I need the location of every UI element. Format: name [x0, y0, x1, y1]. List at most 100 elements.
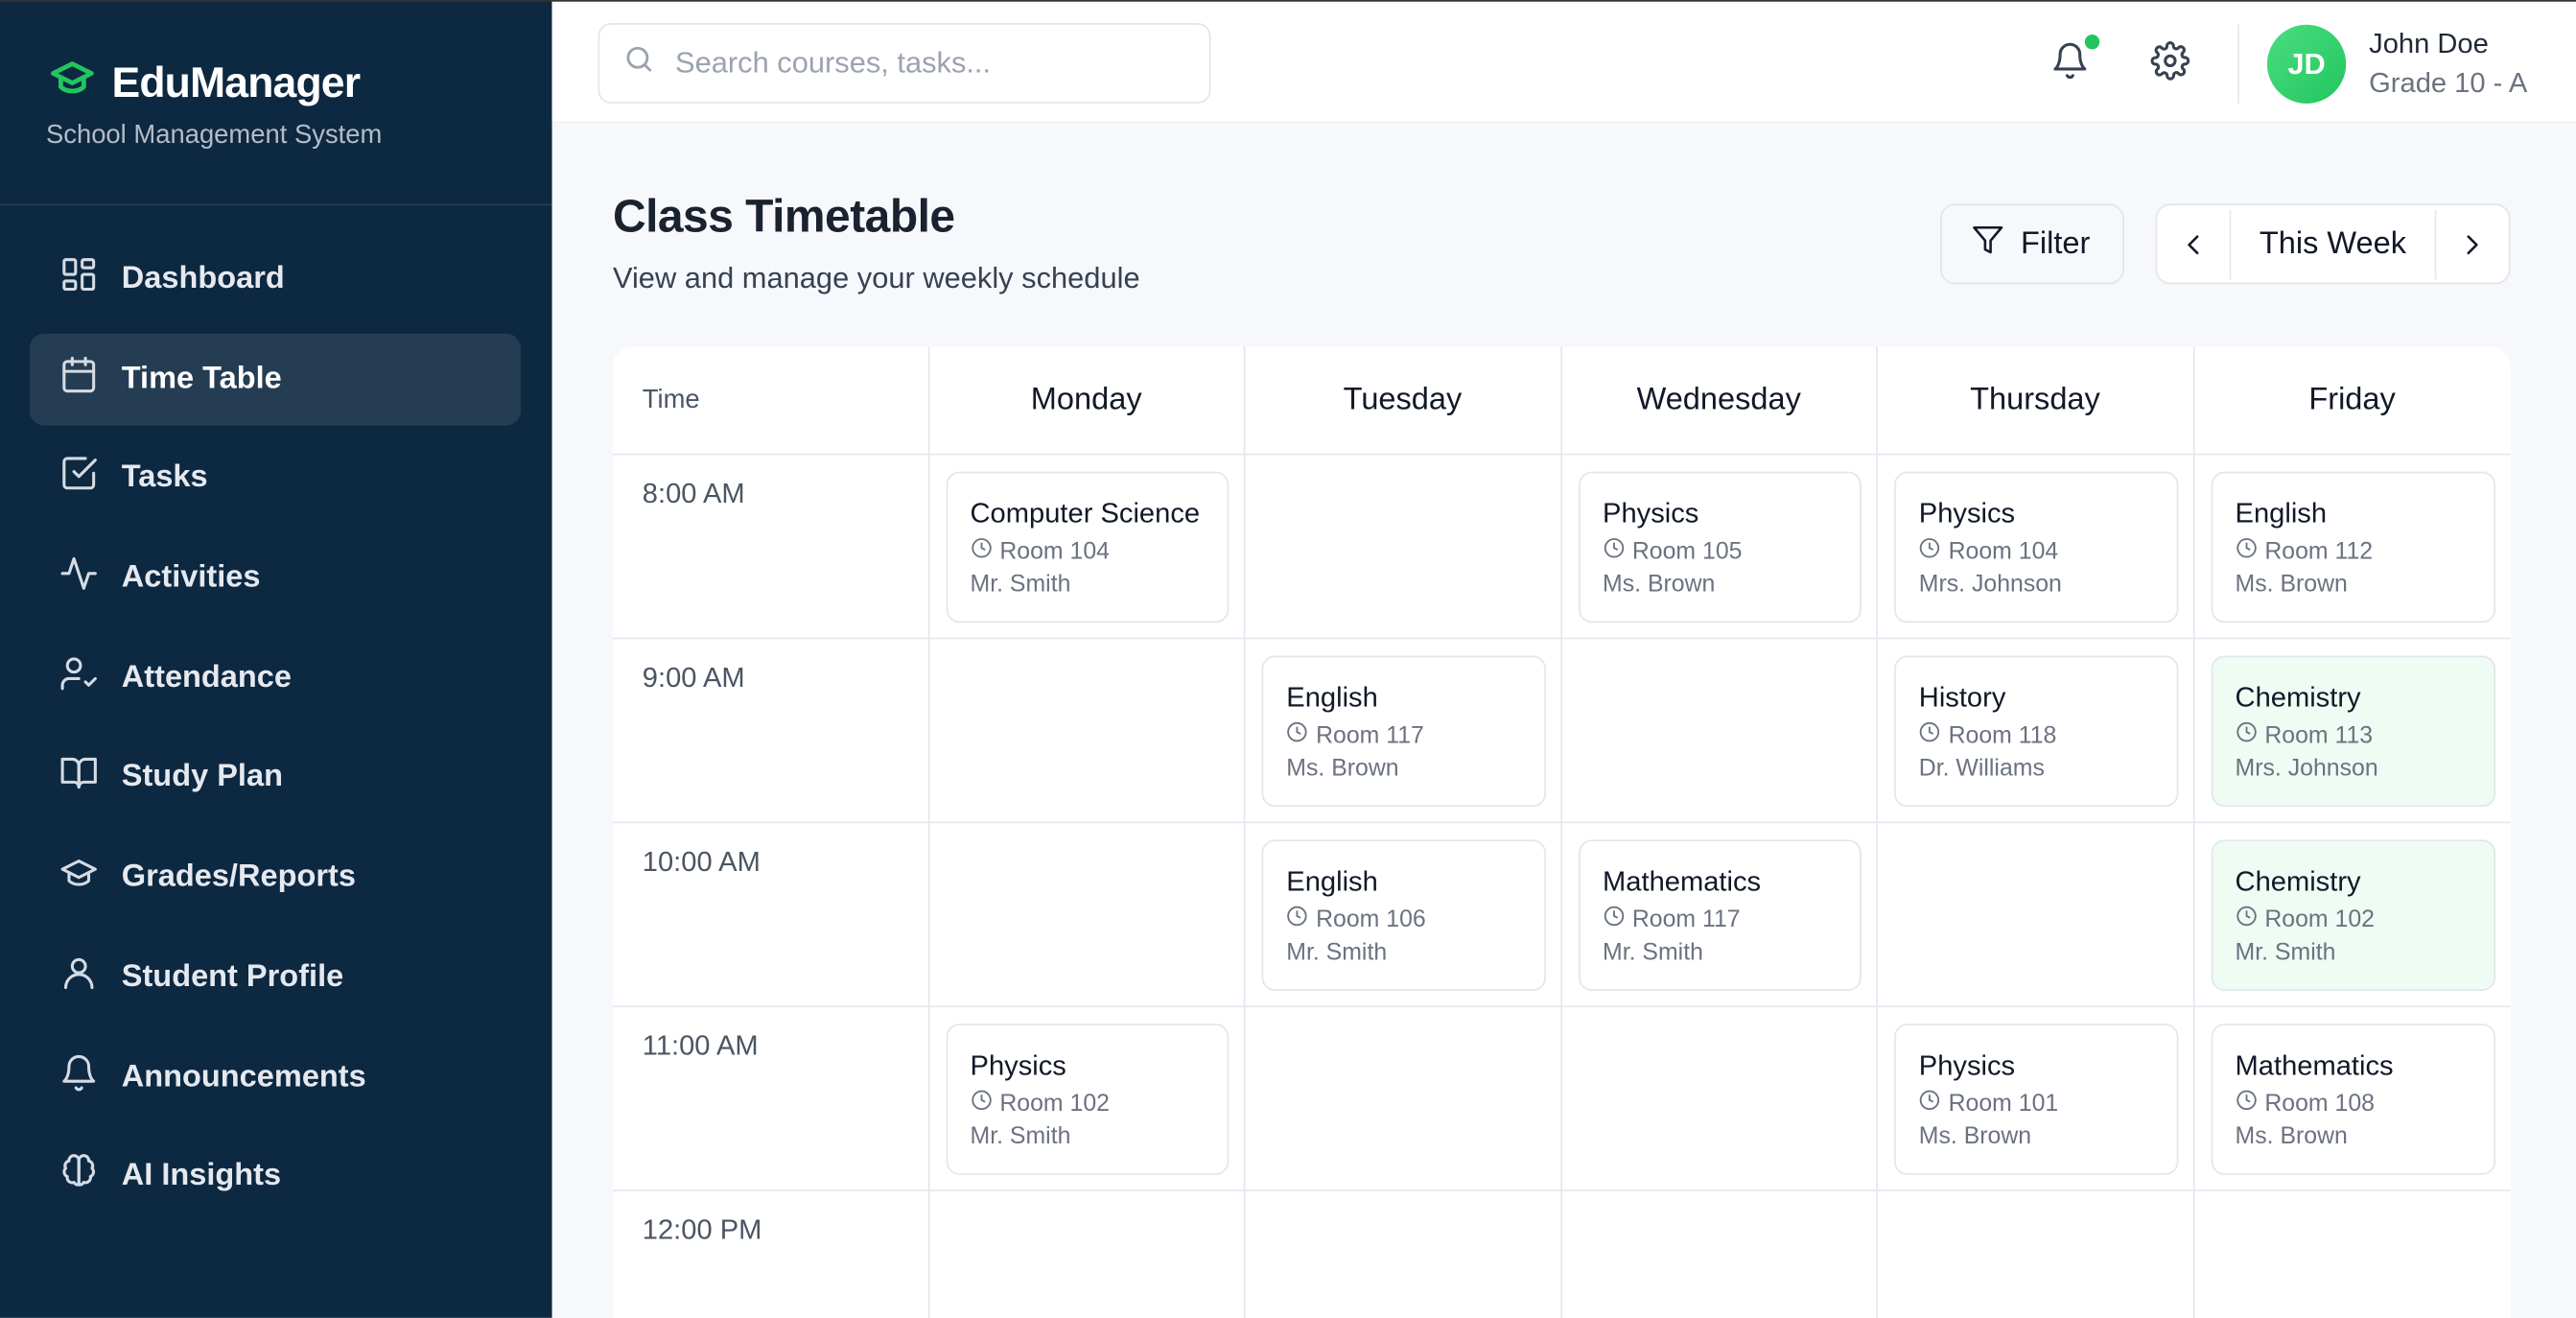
search-box[interactable]: [597, 22, 1211, 104]
class-room: Room 105: [1631, 538, 1743, 565]
timetable-slot[interactable]: [929, 1190, 1246, 1318]
class-card[interactable]: History Room 118 Dr. Williams: [1894, 655, 2178, 808]
brain-icon: [59, 1152, 99, 1201]
timetable-slot[interactable]: [1878, 1190, 2194, 1318]
class-subject: Physics: [1603, 498, 1699, 530]
class-card[interactable]: English Room 112 Ms. Brown: [2210, 471, 2496, 624]
sidebar-item-label: Time Table: [121, 361, 282, 396]
time-row: 9:00 AM English Room 117 Ms. Brown History Ro…: [612, 639, 2511, 824]
class-card[interactable]: Mathematics Room 108 Ms. Brown: [2210, 1024, 2496, 1175]
time-label: 12:00 PM: [613, 1190, 929, 1318]
class-card[interactable]: Mathematics Room 117 Mr. Smith: [1578, 839, 1862, 991]
filter-button[interactable]: Filter: [1940, 203, 2124, 285]
sidebar-item-activities[interactable]: Activities: [30, 532, 521, 624]
class-teacher: Mr. Smith: [970, 572, 1071, 599]
class-card[interactable]: Physics Room 105 Ms. Brown: [1578, 471, 1862, 624]
timetable-slot[interactable]: [1561, 1190, 1878, 1318]
avatar[interactable]: JD: [2266, 24, 2347, 104]
book-icon: [59, 753, 99, 802]
timetable-slot[interactable]: [2194, 1191, 2511, 1318]
notification-badge: [2084, 34, 2100, 50]
class-card[interactable]: Physics Room 102 Mr. Smith: [945, 1024, 1229, 1175]
sidebar-item-label: Student Profile: [121, 959, 344, 995]
sidebar-item-attendance[interactable]: Attendance: [30, 632, 521, 724]
class-teacher: Ms. Brown: [2235, 1123, 2348, 1151]
app-subtitle: School Management System: [45, 121, 383, 150]
class-room: Room 104: [999, 538, 1110, 565]
timetable-slot[interactable]: [1561, 639, 1878, 822]
sidebar-item-announcements[interactable]: Announcements: [30, 1031, 521, 1123]
sidebar-item-label: Announcements: [121, 1059, 366, 1094]
clock-icon: [1919, 721, 1940, 749]
sidebar-item-student-profile[interactable]: Student Profile: [30, 931, 521, 1024]
bell-icon: [2050, 42, 2090, 87]
timetable-slot[interactable]: [1561, 1007, 1878, 1190]
clock-icon: [2236, 906, 2257, 933]
chevron-right-icon: [2467, 234, 2478, 254]
sidebar-item-ai-insights[interactable]: AI Insights: [30, 1131, 521, 1223]
class-card[interactable]: English Room 117 Ms. Brown: [1261, 655, 1546, 808]
time-row: 8:00 AM Computer Science Room 104 Mr. Smith…: [612, 455, 2511, 640]
class-subject: History: [1918, 681, 2006, 714]
class-teacher: Mr. Smith: [970, 1123, 1071, 1151]
clock-icon: [1286, 721, 1307, 749]
class-card[interactable]: English Room 106 Mr. Smith: [1261, 839, 1546, 991]
class-teacher: Mr. Smith: [2235, 939, 2336, 967]
class-card[interactable]: Chemistry Room 113 Mrs. Johnson: [2210, 655, 2496, 808]
sidebar-item-label: AI Insights: [121, 1158, 282, 1193]
clock-icon: [2236, 537, 2257, 565]
settings-button[interactable]: [2150, 41, 2193, 84]
filter-icon: [1972, 223, 2004, 266]
sidebar-item-label: Attendance: [121, 660, 293, 695]
search-input[interactable]: [675, 45, 1168, 81]
class-room: Room 102: [999, 1090, 1110, 1117]
sidebar-item-dashboard[interactable]: Dashboard: [30, 233, 521, 325]
timetable-slot[interactable]: [1245, 455, 1562, 638]
time-column-header: Time: [613, 346, 929, 454]
class-card[interactable]: Chemistry Room 102 Mr. Smith: [2210, 839, 2496, 991]
timetable-slot: Computer Science Room 104 Mr. Smith: [929, 455, 1246, 638]
notifications-button[interactable]: [2050, 34, 2100, 87]
class-subject: Chemistry: [2235, 681, 2361, 714]
class-room: Room 118: [1948, 721, 2057, 749]
sidebar-item-label: Tasks: [121, 460, 208, 496]
user-icon: [59, 953, 99, 1001]
header-divider: [2237, 24, 2239, 104]
page-title: Class Timetable: [612, 190, 955, 242]
calendar-icon: [59, 354, 99, 403]
timetable-slot[interactable]: [1245, 1190, 1562, 1318]
sidebar-nav: Dashboard Time Table Tasks Activities Attend…: [29, 233, 522, 1231]
sidebar-item-tasks[interactable]: Tasks: [30, 433, 521, 525]
timetable-slot[interactable]: [929, 639, 1246, 822]
graduation-cap-icon: [59, 853, 99, 902]
search-icon: [622, 43, 655, 84]
top-header: JD John Doe Grade 10 - A: [551, 0, 2576, 124]
next-week-button[interactable]: [2436, 205, 2508, 283]
chevron-left-icon: [2188, 234, 2199, 254]
week-navigator: This Week: [2155, 203, 2511, 285]
timetable-slot[interactable]: [1878, 823, 2194, 1006]
clock-icon: [2236, 1090, 2257, 1118]
class-card[interactable]: Computer Science Room 104 Mr. Smith: [945, 471, 1229, 624]
class-room: Room 106: [1316, 906, 1426, 933]
previous-week-button[interactable]: [2157, 205, 2229, 283]
class-card[interactable]: Physics Room 101 Ms. Brown: [1894, 1024, 2178, 1175]
time-label: 9:00 AM: [613, 639, 929, 822]
page-subtitle: View and manage your weekly schedule: [612, 261, 1140, 294]
sidebar-item-grades-reports[interactable]: Grades/Reports: [30, 832, 521, 924]
timetable-slot[interactable]: [929, 823, 1246, 1006]
time-label: 11:00 AM: [613, 1007, 929, 1190]
time-row: 12:00 PM: [613, 1190, 2511, 1318]
app-logo[interactable]: EduManager: [46, 55, 361, 112]
timetable-slot: Mathematics Room 108 Ms. Brown: [2194, 1007, 2511, 1189]
week-label[interactable]: This Week: [2229, 209, 2437, 279]
class-room: Room 117: [1316, 721, 1424, 749]
timetable-grid: Time Monday Tuesday Wednesday Thursday Friday…: [612, 346, 2511, 1318]
class-card[interactable]: Physics Room 104 Mrs. Johnson: [1894, 471, 2178, 624]
gear-icon: [2150, 41, 2190, 87]
class-subject: Chemistry: [2235, 865, 2361, 898]
sidebar-item-study-plan[interactable]: Study Plan: [30, 732, 521, 824]
timetable-slot[interactable]: [1245, 1007, 1562, 1190]
sidebar-item-time-table[interactable]: Time Table: [29, 333, 522, 426]
class-subject: Mathematics: [1603, 865, 1762, 898]
